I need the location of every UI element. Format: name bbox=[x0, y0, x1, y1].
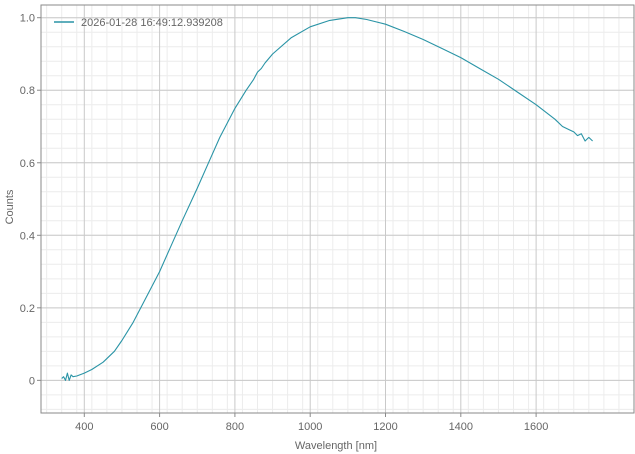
legend: 2026-01-28 16:49:12.939208 bbox=[54, 17, 223, 29]
x-axis-ticks: 400 600 800 1000 1200 1400 1600 bbox=[75, 413, 548, 433]
y-axis-ticks: 0 0.2 0.4 0.6 0.8 1.0 bbox=[20, 13, 41, 387]
y-tick-label: 0.8 bbox=[20, 85, 35, 97]
y-axis-title: Counts bbox=[4, 189, 16, 224]
x-tick-label: 1000 bbox=[298, 421, 322, 433]
major-grid bbox=[41, 5, 634, 413]
y-tick-label: 0.6 bbox=[20, 158, 35, 170]
y-tick-label: 1.0 bbox=[20, 13, 35, 25]
x-tick-label: 1600 bbox=[524, 421, 548, 433]
minor-grid bbox=[41, 5, 634, 413]
x-tick-label: 600 bbox=[150, 421, 168, 433]
y-tick-label: 0.2 bbox=[20, 303, 35, 315]
y-tick-label: 0.4 bbox=[20, 230, 35, 242]
y-tick-label: 0 bbox=[29, 375, 35, 387]
x-tick-label: 800 bbox=[226, 421, 244, 433]
x-axis-title: Wavelength [nm] bbox=[295, 440, 377, 452]
plot-area-frame bbox=[40, 4, 635, 414]
x-tick-label: 1200 bbox=[373, 421, 397, 433]
x-tick-label: 400 bbox=[75, 421, 93, 433]
x-tick-label: 1400 bbox=[449, 421, 473, 433]
legend-label: 2026-01-28 16:49:12.939208 bbox=[81, 17, 223, 29]
series-line bbox=[61, 17, 593, 381]
